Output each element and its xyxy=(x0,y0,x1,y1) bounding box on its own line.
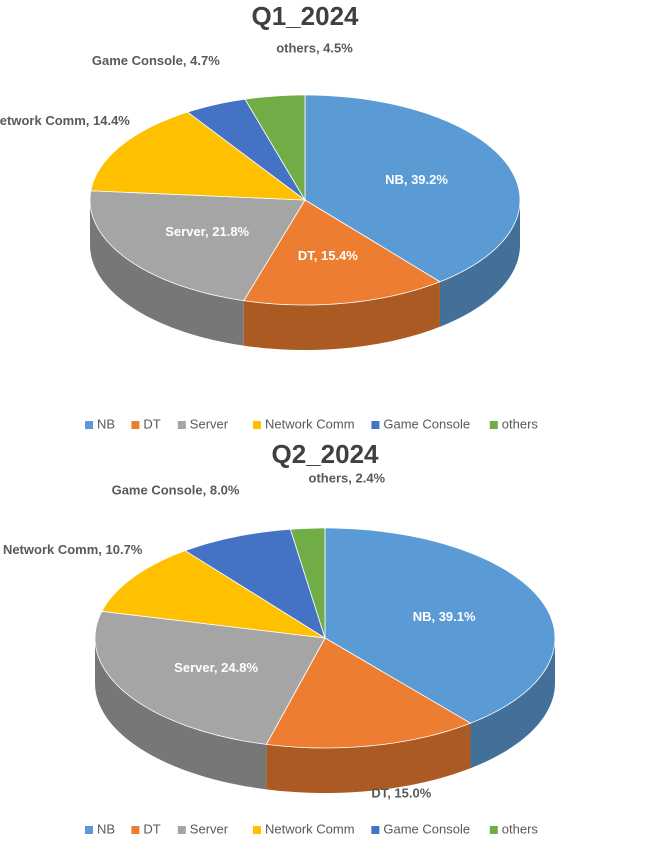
legend-label: Network Comm xyxy=(265,821,355,836)
legend-swatch xyxy=(489,421,498,429)
pie-slice xyxy=(184,528,326,639)
pie-slice xyxy=(243,199,441,306)
data-label: DT, 15.4% xyxy=(298,248,358,263)
data-label: Game Console, 4.7% xyxy=(92,53,220,68)
legend-label: Network Comm xyxy=(265,416,355,431)
legend-label: Server xyxy=(190,416,229,431)
legend-swatch xyxy=(253,826,261,834)
data-label: Server, 21.8% xyxy=(165,224,249,239)
pie-slice xyxy=(186,98,306,201)
pie-slice-side xyxy=(243,281,440,350)
data-label: others, 2.4% xyxy=(309,470,386,485)
pie-slice xyxy=(324,527,556,724)
chart-title: Q1_2024 xyxy=(252,1,360,31)
legend-label: DT xyxy=(143,821,160,836)
legend-label: Game Console xyxy=(383,416,470,431)
pie-slice xyxy=(94,610,326,745)
pie-slice xyxy=(244,94,306,202)
legend-swatch xyxy=(177,826,186,834)
legend-label: NB xyxy=(97,416,115,431)
data-label: others, 4.5% xyxy=(276,41,353,56)
legend-label: others xyxy=(502,416,539,431)
legend-swatch xyxy=(131,826,140,834)
legend-label: Game Console xyxy=(383,821,470,836)
legend-swatch xyxy=(371,421,380,429)
legend-label: others xyxy=(502,821,539,836)
legend-swatch xyxy=(253,421,261,429)
legend-label: DT xyxy=(143,416,160,431)
chart-title: Q2_2024 xyxy=(272,439,380,469)
pie-slice xyxy=(265,637,472,749)
data-label: Network Comm, 14.4% xyxy=(0,113,130,128)
data-label: NB, 39.2% xyxy=(385,172,448,187)
pie-slice-side xyxy=(266,723,471,793)
pie-slice-side xyxy=(470,638,555,769)
pie-slice xyxy=(89,190,306,302)
pie-slice xyxy=(101,550,326,639)
legend-label: NB xyxy=(97,821,115,836)
pie-slice-side xyxy=(95,638,267,790)
legend-swatch xyxy=(85,826,93,834)
legend-swatch xyxy=(177,421,186,429)
data-label: Game Console, 8.0% xyxy=(112,483,240,498)
pie-slice xyxy=(90,111,307,201)
legend-label: Server xyxy=(190,821,229,836)
legend-swatch xyxy=(489,826,498,834)
legend-swatch xyxy=(85,421,93,429)
pie-slice xyxy=(289,527,326,639)
pie-slice-side xyxy=(439,200,520,327)
pie-slice-side xyxy=(90,200,244,346)
data-label: Network Comm, 10.7% xyxy=(3,542,143,557)
data-label: Server, 24.8% xyxy=(174,660,258,675)
legend-swatch xyxy=(131,421,140,429)
legend-swatch xyxy=(371,826,380,834)
data-label: DT, 15.0% xyxy=(371,785,431,800)
data-label: NB, 39.1% xyxy=(413,609,476,624)
pie-slice xyxy=(304,94,521,283)
